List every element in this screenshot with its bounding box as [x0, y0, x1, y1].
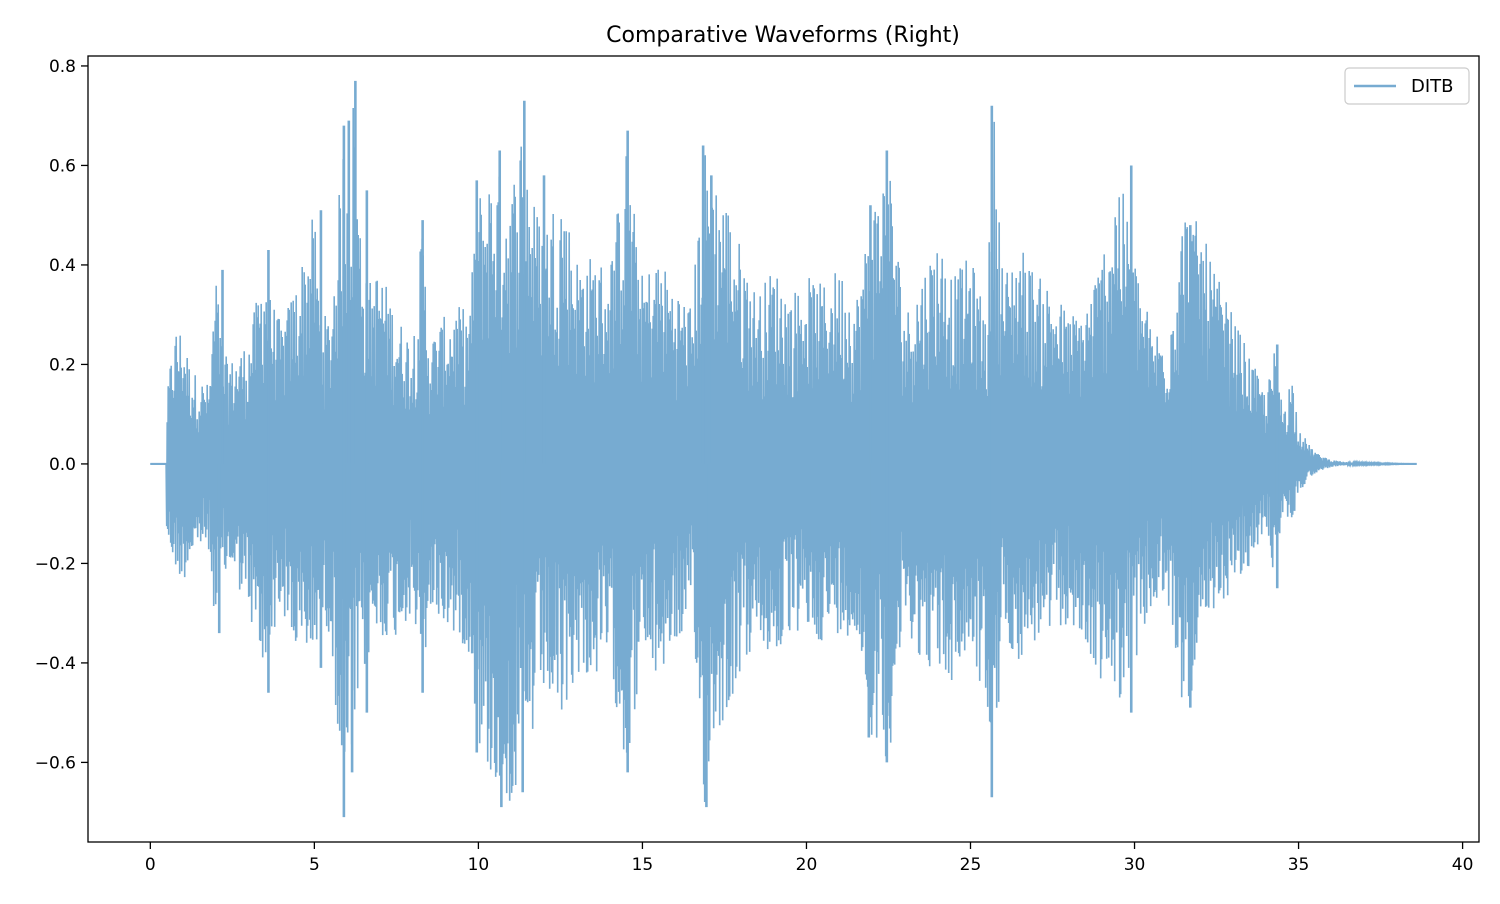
axes: 0 5 10 15 20 25 30 35 40 −0.6 −0.4 −0.2 0.0 0.2 0.4 0.6… [35, 55, 1480, 875]
x-tick-label: 5 [309, 855, 320, 875]
plot-area [150, 80, 1417, 818]
legend-label-0: DITB [1411, 76, 1454, 97]
y-tick-label: 0.0 [49, 455, 76, 475]
legend: DITB [1344, 67, 1470, 105]
x-tick-label: 40 [1452, 855, 1474, 875]
x-tick-label: 30 [1124, 855, 1146, 875]
y-tick-label: 0.2 [49, 355, 76, 375]
y-tick-label: −0.4 [35, 654, 76, 674]
axes-frame [87, 55, 1480, 843]
x-tick-label: 25 [960, 855, 982, 875]
y-tick-label: −0.6 [35, 753, 76, 773]
x-tick-label: 35 [1288, 855, 1310, 875]
x-tick-label: 20 [796, 855, 818, 875]
y-tick-label: 0.4 [49, 256, 76, 276]
series-line-ditb [150, 107, 1417, 803]
x-tick-label: 15 [632, 855, 654, 875]
legend-box [1344, 67, 1470, 105]
chart-title: Comparative Waveforms (Right) [606, 23, 960, 48]
series-0-group [150, 80, 1417, 818]
x-tick-label: 10 [468, 855, 490, 875]
y-tick-label: 0.6 [49, 156, 76, 176]
x-tick-label: 0 [145, 855, 156, 875]
y-tick-label: −0.2 [35, 554, 76, 574]
y-tick-label: 0.8 [49, 57, 76, 77]
